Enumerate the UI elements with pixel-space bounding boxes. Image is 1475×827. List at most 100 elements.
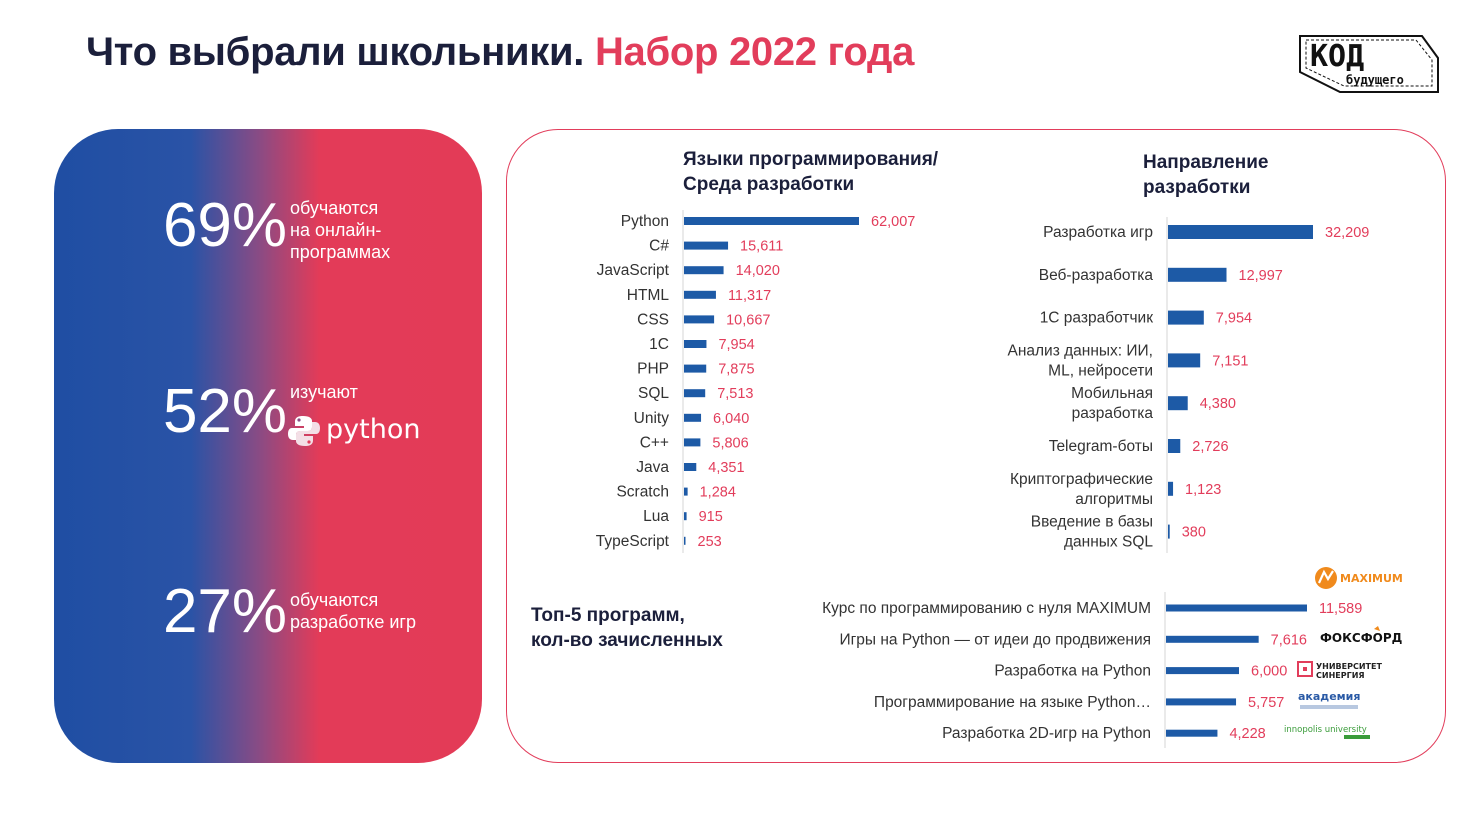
languages-chart-value-label: 7,954: [718, 337, 754, 353]
languages-title-line: Языки программирования/: [683, 149, 939, 170]
python-wordmark: python: [326, 414, 420, 445]
svg-text:УНИВЕРСИТЕТ: УНИВЕРСИТЕТ: [1316, 662, 1382, 671]
languages-chart-bar: [684, 512, 687, 521]
languages-chart-category-label: CSS: [637, 311, 669, 328]
directions-chart-category-label: Введение в базы: [1031, 514, 1153, 531]
stat-online-line: программах: [290, 242, 391, 262]
directions-chart-category-label: алгоритмы: [1075, 491, 1153, 508]
languages-chart-category-label: HTML: [627, 287, 670, 304]
languages-chart-category-label: Java: [636, 459, 669, 476]
directions-chart-category-label: Telegram-боты: [1049, 438, 1153, 455]
top-programs-chart-value-label: 7,616: [1271, 632, 1307, 648]
top-programs-chart-bar: [1166, 667, 1240, 675]
languages-chart-value-label: 14,020: [736, 263, 780, 279]
stat-online-percent: 69%: [162, 191, 288, 260]
directions-chart-value-label: 7,151: [1212, 353, 1248, 369]
languages-chart-bar: [684, 413, 702, 422]
languages-chart-bar: [684, 536, 686, 545]
top-programs-title-line: кол-во зачисленных: [531, 630, 723, 651]
stat-games-text: обучаются разработке игр: [290, 589, 416, 633]
top-programs-chart-category-label: Программирование на языке Python…: [874, 694, 1151, 711]
directions-chart-category-label: 1С разработчик: [1040, 310, 1154, 327]
languages-chart-value-label: 1,284: [700, 485, 736, 501]
directions-chart-value-label: 4,380: [1200, 396, 1236, 412]
languages-chart-category-label: C++: [640, 434, 669, 451]
title-accent: Набор 2022 года: [594, 30, 915, 74]
directions-chart-category-label: ML, нейросети: [1048, 362, 1153, 379]
languages-chart-value-label: 10,667: [726, 312, 770, 328]
languages-chart-category-label: 1С: [649, 336, 669, 353]
languages-chart-value-label: 253: [698, 534, 722, 550]
languages-chart-title: Языки программирования/ Среда разработки: [683, 147, 938, 197]
directions-chart-bar: [1168, 353, 1201, 368]
stat-games-line: обучаются: [290, 590, 379, 610]
top-programs-chart-category-label: Курс по программированию с нуля MAXIMUM: [822, 600, 1151, 617]
top-programs-title-line: Топ-5 программ,: [531, 605, 685, 626]
logo-top-text: КОД: [1310, 39, 1364, 74]
stat-games-percent: 27%: [162, 577, 288, 646]
directions-chart-title: Направление разработки: [1143, 150, 1268, 200]
directions-chart-value-label: 380: [1182, 525, 1206, 541]
languages-chart-value-label: 6,040: [713, 411, 749, 427]
languages-chart-value-label: 7,875: [718, 362, 754, 378]
languages-chart-bar: [684, 340, 707, 348]
languages-chart-bar: [684, 487, 688, 496]
synergy-logo: УНИВЕРСИТЕТ СИНЕРГИЯ: [1297, 661, 1382, 680]
languages-chart-bar: [684, 315, 715, 324]
top-programs-chart-category-label: Игры на Python — от идеи до продвижения: [840, 631, 1152, 648]
stat-games-line: разработке игр: [290, 612, 416, 632]
directions-chart-category-label: разработка: [1072, 405, 1154, 422]
languages-chart-bar: [684, 364, 707, 373]
top-programs-chart-value-label: 4,228: [1229, 726, 1265, 742]
directions-chart-category-label: Веб-разработка: [1039, 267, 1154, 284]
title-main: Что выбрали школьники.: [86, 30, 585, 74]
languages-chart-category-label: SQL: [638, 385, 669, 402]
languages-chart-bar: [684, 290, 716, 299]
directions-chart-bar: [1168, 310, 1204, 325]
logo-bottom-text: будущего: [1346, 73, 1404, 87]
languages-chart-bar: [684, 389, 706, 398]
python-snakes-icon: [288, 416, 320, 446]
top-programs-chart-title: Топ-5 программ, кол-во зачисленных: [531, 603, 723, 653]
languages-chart-value-label: 62,007: [871, 214, 915, 230]
languages-chart-bar: [684, 266, 724, 275]
stat-python-text: изучают: [290, 381, 358, 403]
foxford-logo: ФОКСФОРД: [1320, 626, 1402, 645]
top-programs-chart-bar: [1166, 635, 1259, 643]
top-programs-chart-category-label: Разработка 2D-игр на Python: [942, 725, 1151, 742]
python-logo: python: [288, 414, 420, 446]
top-programs-chart: Курс по программированию с нуля MAXIMUM 1…: [822, 592, 1362, 748]
directions-chart-value-label: 32,209: [1325, 225, 1369, 241]
languages-chart-category-label: PHP: [637, 361, 669, 378]
stats-panel: 69% обучаются на онлайн- программах 52% …: [54, 129, 482, 763]
directions-chart-value-label: 1,123: [1185, 482, 1221, 498]
languages-chart-value-label: 15,611: [740, 239, 783, 255]
languages-chart-category-label: Scratch: [616, 484, 669, 501]
academy-logo: академия: [1298, 690, 1360, 709]
top-programs-chart-category-label: Разработка на Python: [994, 663, 1151, 680]
top-programs-chart-value-label: 5,757: [1248, 695, 1284, 711]
directions-chart: Разработка игр 32,209 Веб-разработка 12,997…: [1007, 217, 1369, 553]
languages-chart-category-label: Python: [621, 213, 669, 230]
top-programs-chart-bar: [1166, 729, 1218, 737]
languages-chart-category-label: Lua: [643, 508, 669, 525]
languages-chart-bar: [684, 217, 859, 225]
directions-chart-bar: [1168, 225, 1313, 239]
directions-title-line: Направление: [1143, 152, 1269, 173]
maximum-logo-text: MAXIMUM: [1340, 572, 1403, 585]
languages-chart-value-label: 5,806: [712, 435, 748, 451]
languages-chart-category-label: TypeScript: [596, 533, 670, 550]
languages-chart-category-label: JavaScript: [597, 262, 670, 279]
directions-chart-bar: [1168, 481, 1174, 496]
top-programs-chart-bar: [1166, 698, 1237, 706]
directions-chart-category-label: Криптографические: [1010, 471, 1153, 488]
stat-python-percent: 52%: [162, 377, 288, 446]
directions-chart-bar: [1168, 439, 1181, 453]
stat-online-line: на онлайн-: [290, 220, 382, 240]
page-title: Что выбрали школьники. Набор 2022 года: [86, 30, 914, 75]
languages-chart-value-label: 915: [699, 509, 723, 525]
languages-chart-value-label: 4,351: [708, 460, 744, 476]
svg-text:СИНЕРГИЯ: СИНЕРГИЯ: [1316, 671, 1365, 680]
directions-chart-category-label: данных SQL: [1064, 534, 1153, 551]
